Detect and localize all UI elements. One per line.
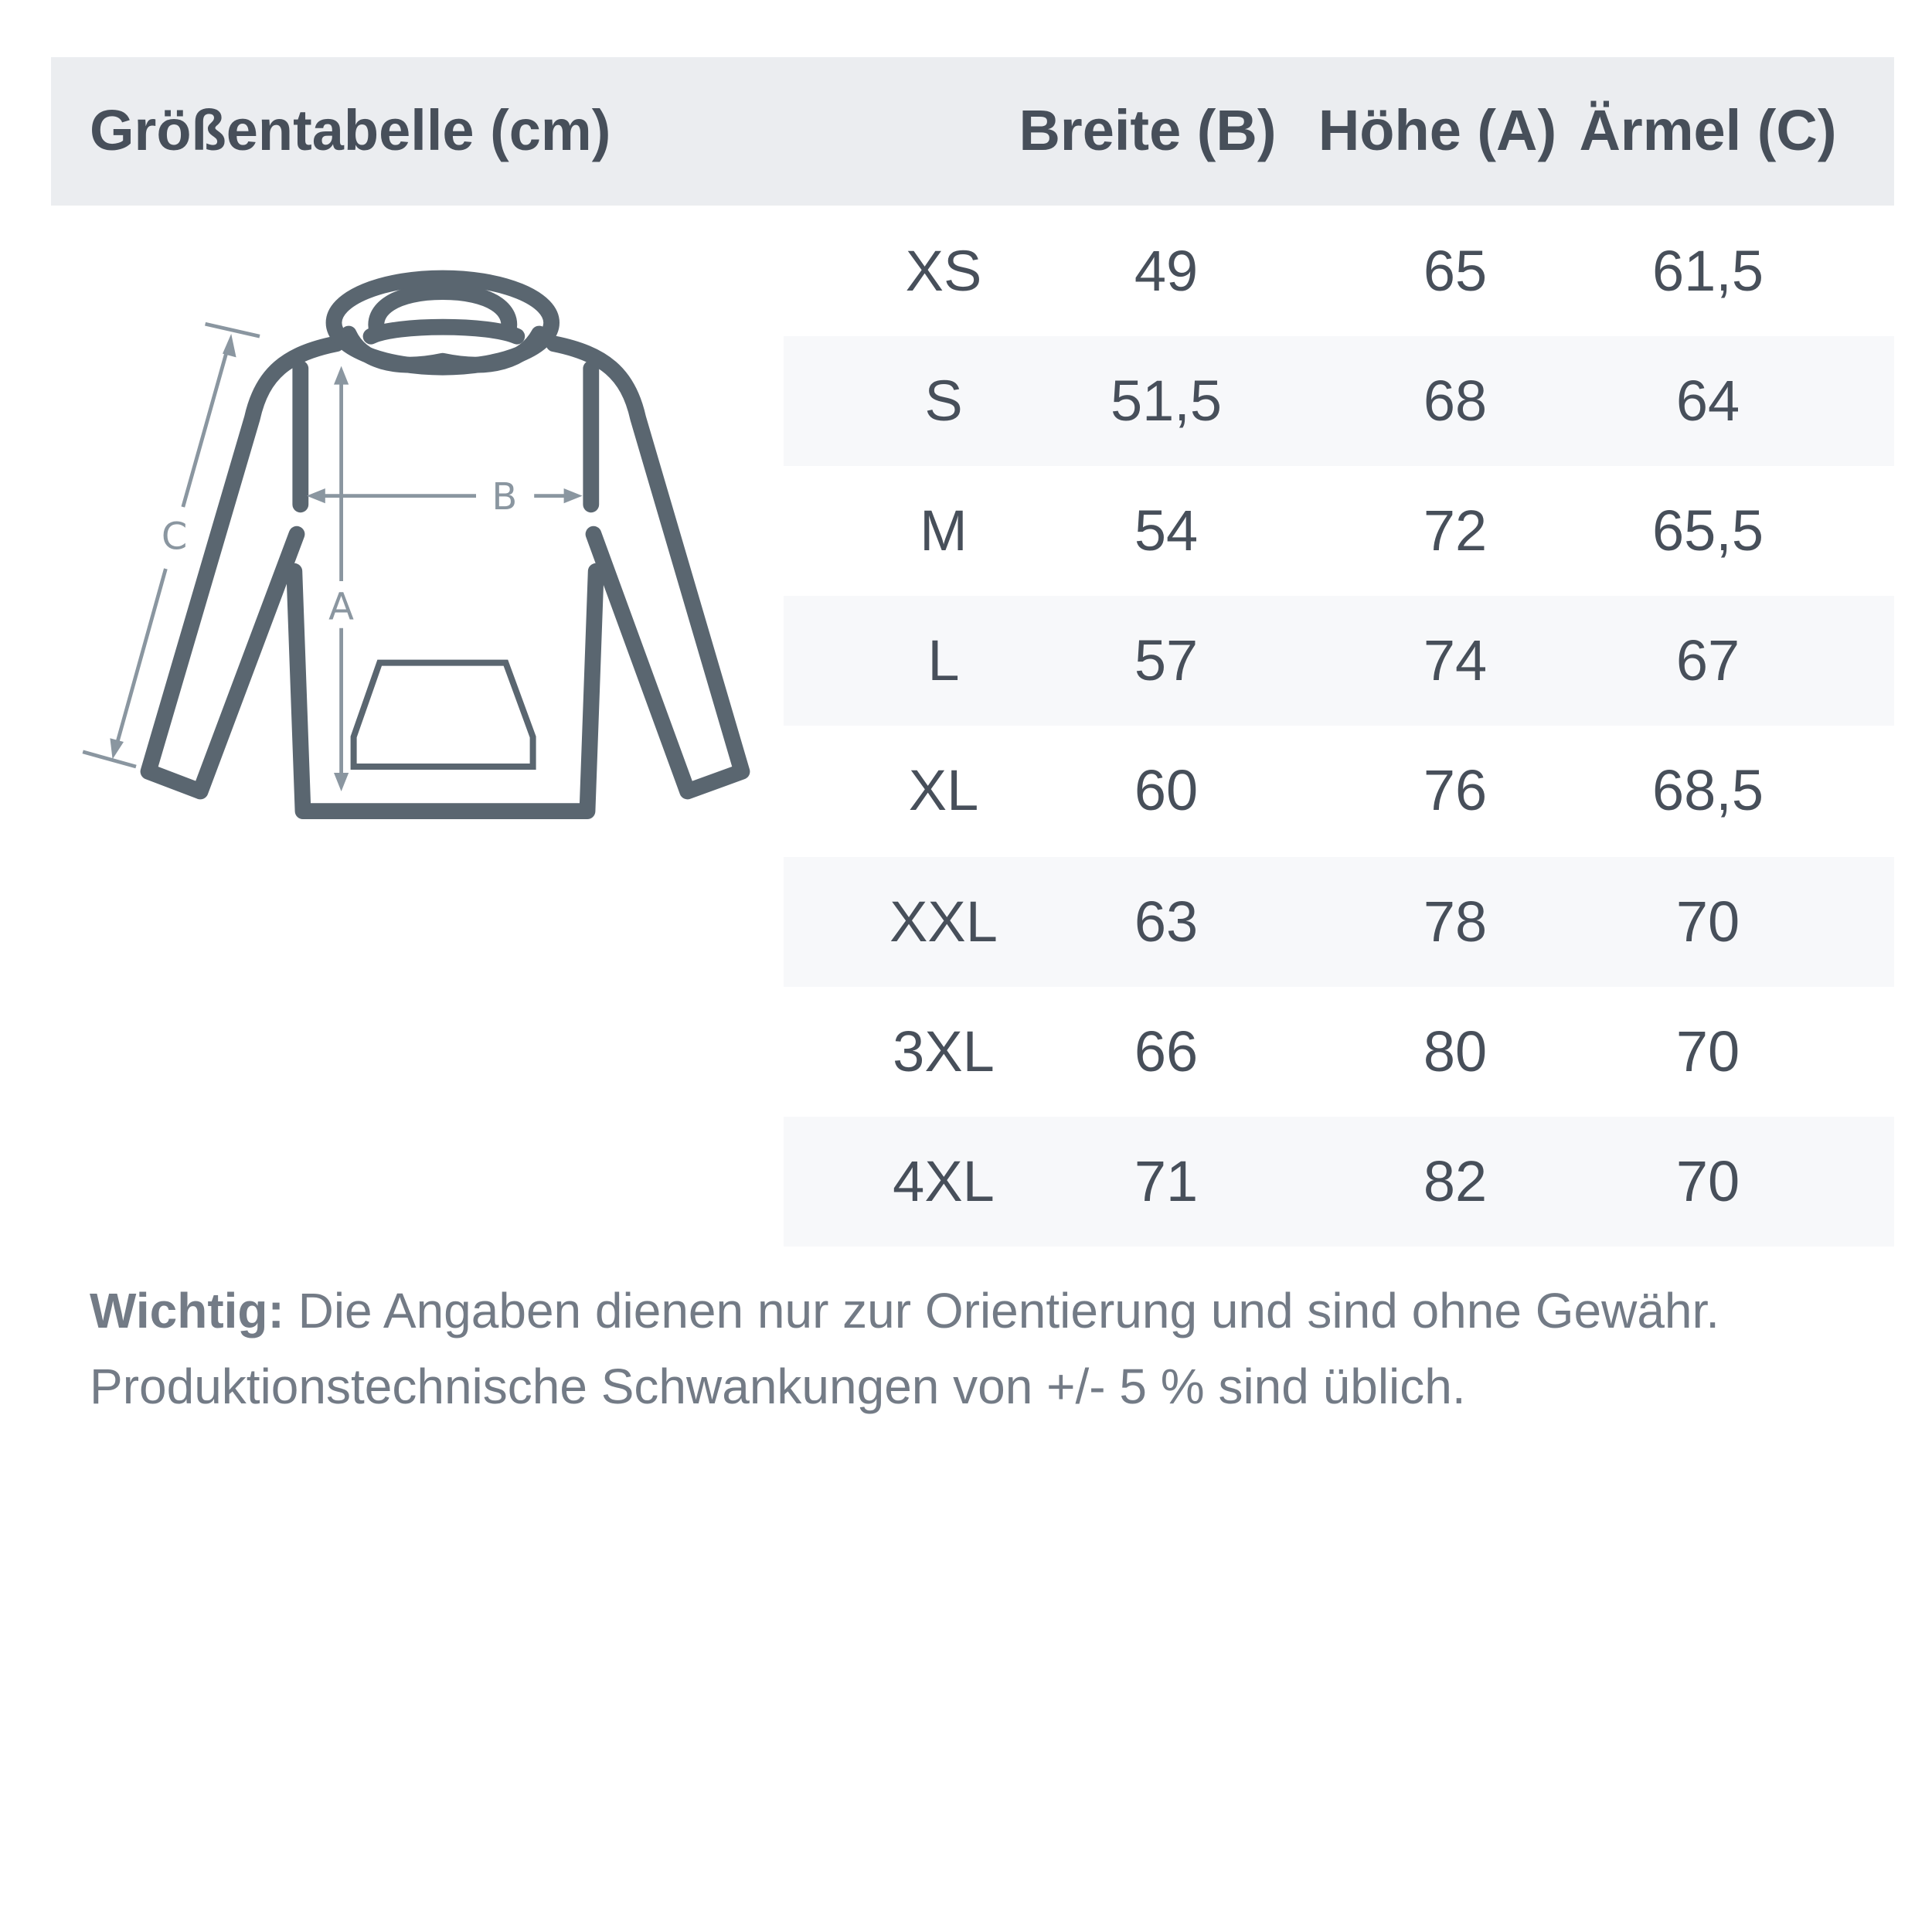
cell-hoehe: 68: [1423, 369, 1488, 433]
cell-hoehe: 72: [1423, 498, 1488, 563]
column-header-hoehe: Höhe (A): [1318, 98, 1557, 162]
cell-size: XS: [905, 239, 982, 303]
cell-breite: 57: [1134, 628, 1199, 692]
cell-aermel: 70: [1675, 1019, 1740, 1083]
table-row: 3XL 66 80 70: [784, 987, 1894, 1117]
cell-hoehe: 76: [1423, 758, 1488, 822]
cell-hoehe: 65: [1423, 239, 1488, 303]
column-header-breite: Breite (B): [1019, 98, 1277, 162]
cell-breite: 54: [1134, 498, 1199, 563]
cell-hoehe: 74: [1423, 628, 1488, 692]
note-line-1: Wichtig: Die Angaben dienen nur zur Orie…: [90, 1286, 1719, 1335]
column-header-aermel: Ärmel (C): [1579, 98, 1837, 162]
cell-aermel: 68,5: [1651, 758, 1764, 822]
table-row: XXL 63 78 70: [784, 857, 1894, 987]
cell-aermel: 70: [1675, 1149, 1740, 1213]
note-bold: Wichtig:: [90, 1283, 284, 1338]
table-row: M 54 72 65,5: [784, 466, 1894, 596]
cell-size: 4XL: [893, 1149, 995, 1213]
cell-aermel: 65,5: [1651, 498, 1764, 563]
cell-aermel: 70: [1675, 889, 1740, 954]
cell-size: 3XL: [893, 1019, 995, 1083]
cell-hoehe: 82: [1423, 1149, 1488, 1213]
cell-breite: 60: [1134, 758, 1199, 822]
note-line-2: Produktionstechnische Schwankungen von +…: [90, 1359, 1466, 1414]
table-row: S 51,5 68 64: [784, 336, 1894, 466]
table-row: L 57 74 67: [784, 596, 1894, 726]
cell-hoehe: 78: [1423, 889, 1488, 954]
cell-size: L: [927, 628, 960, 692]
cell-breite: 51,5: [1110, 369, 1223, 433]
table-row: XL 60 76 68,5: [784, 726, 1894, 855]
cell-breite: 71: [1134, 1149, 1199, 1213]
cell-aermel: 67: [1675, 628, 1740, 692]
cell-aermel: 64: [1675, 369, 1740, 433]
table-row: 4XL 71 82 70: [784, 1117, 1894, 1247]
label-a: A: [328, 586, 354, 629]
cell-breite: 49: [1134, 239, 1199, 303]
note-text-1: Die Angaben dienen nur zur Orientierung …: [284, 1283, 1720, 1338]
cell-hoehe: 80: [1423, 1019, 1488, 1083]
cell-size: S: [924, 369, 963, 433]
cell-size: XL: [908, 758, 979, 822]
page-title: Größentabelle (cm): [90, 98, 611, 162]
label-b: B: [492, 475, 517, 519]
cell-size: XXL: [889, 889, 998, 954]
cell-breite: 66: [1134, 1019, 1199, 1083]
cell-aermel: 61,5: [1651, 239, 1764, 303]
cell-breite: 63: [1134, 889, 1199, 954]
table-header-band: [51, 57, 1894, 206]
table-row: XS 49 65 61,5: [784, 206, 1894, 336]
cell-size: M: [920, 498, 968, 563]
label-c: C: [162, 515, 188, 558]
